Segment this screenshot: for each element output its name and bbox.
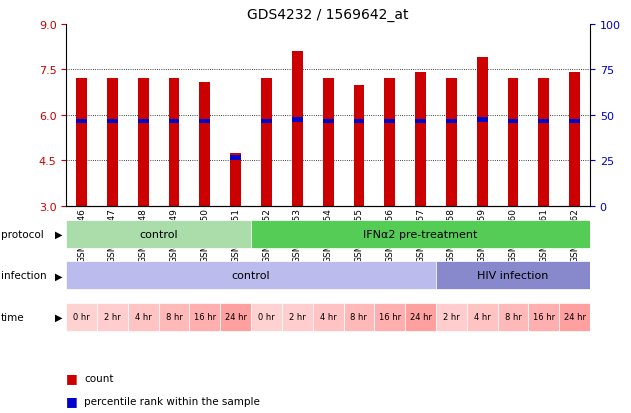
Bar [158,303,189,331]
Text: 8 hr: 8 hr [166,313,182,321]
Text: protocol: protocol [1,229,44,240]
Text: IFNα2 pre-treatment: IFNα2 pre-treatment [363,229,478,240]
Bar [220,303,251,331]
Bar [569,120,580,124]
Bar [199,120,210,124]
Bar [507,79,518,206]
Bar [292,118,303,123]
Text: percentile rank within the sample: percentile rank within the sample [84,396,260,406]
Bar [353,120,364,124]
Bar [292,52,303,206]
Bar [66,221,251,248]
Text: count: count [84,373,114,383]
Text: 2 hr: 2 hr [289,313,305,321]
Bar [436,303,467,331]
Bar [313,303,343,331]
Bar [569,73,580,206]
Bar [261,79,272,206]
Bar [322,120,334,124]
Text: 4 hr: 4 hr [474,313,490,321]
Text: 16 hr: 16 hr [379,313,401,321]
Bar [538,79,549,206]
Bar [66,303,97,331]
Text: 24 hr: 24 hr [563,313,586,321]
Text: 0 hr: 0 hr [258,313,275,321]
Text: infection: infection [1,271,46,281]
Bar [251,221,590,248]
Bar [415,120,426,124]
Bar [138,120,149,124]
Bar [107,79,118,206]
Bar [230,156,241,161]
Bar [384,79,395,206]
Text: ▶: ▶ [55,271,62,281]
Text: 16 hr: 16 hr [533,313,555,321]
Bar [322,79,334,206]
Text: 24 hr: 24 hr [410,313,432,321]
Bar [128,303,158,331]
Bar [498,303,528,331]
Text: 8 hr: 8 hr [350,313,367,321]
Bar [446,120,457,124]
Bar [538,120,549,124]
Bar [282,303,313,331]
Bar [353,85,364,206]
Bar [477,58,488,206]
Bar [97,303,128,331]
Bar [168,120,179,124]
Text: 0 hr: 0 hr [73,313,90,321]
Bar [199,82,210,206]
Text: 2 hr: 2 hr [104,313,121,321]
Bar [251,303,282,331]
Bar [189,303,220,331]
Text: 4 hr: 4 hr [135,313,151,321]
Title: GDS4232 / 1569642_at: GDS4232 / 1569642_at [247,8,409,22]
Bar [477,118,488,123]
Text: 2 hr: 2 hr [443,313,460,321]
Bar [467,303,498,331]
Text: ▶: ▶ [55,312,62,322]
Bar [559,303,590,331]
Bar [507,120,518,124]
Bar [436,262,590,290]
Text: control: control [139,229,178,240]
Bar [107,120,118,124]
Bar [374,303,405,331]
Bar [405,303,436,331]
Bar [446,79,457,206]
Text: ▶: ▶ [55,229,62,240]
Text: ■: ■ [66,394,78,407]
Text: ■: ■ [66,371,78,385]
Text: HIV infection: HIV infection [477,271,548,281]
Bar [343,303,374,331]
Text: 8 hr: 8 hr [505,313,521,321]
Text: time: time [1,312,24,322]
Text: 16 hr: 16 hr [194,313,216,321]
Bar [66,262,436,290]
Bar [384,120,395,124]
Bar [528,303,559,331]
Bar [415,73,426,206]
Bar [76,79,87,206]
Text: 4 hr: 4 hr [320,313,336,321]
Bar [261,120,272,124]
Bar [138,79,149,206]
Bar [168,79,179,206]
Bar [230,154,241,206]
Bar [76,120,87,124]
Text: control: control [232,271,271,281]
Text: 24 hr: 24 hr [225,313,247,321]
